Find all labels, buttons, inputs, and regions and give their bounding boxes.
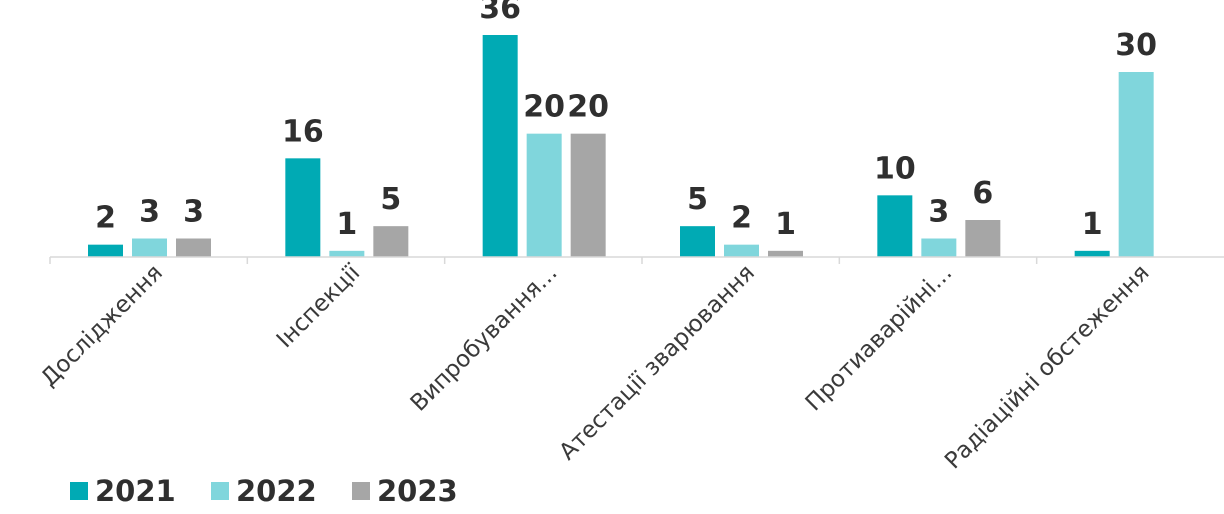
bar [132, 238, 167, 257]
legend-label: 2021 [95, 474, 176, 508]
x-tick-label: Інспекції [272, 259, 366, 353]
legend-label: 2022 [236, 474, 317, 508]
data-label: 1 [336, 207, 357, 242]
x-tick-label: Атестації зварювання [554, 260, 759, 465]
bar [285, 158, 321, 257]
data-label: 10 [874, 151, 916, 186]
data-label: 6 [972, 176, 993, 211]
category-labels-layer: Дослідження Інспекції Випробування...Атест… [36, 259, 1155, 474]
data-label: 20 [523, 90, 565, 125]
bar [965, 220, 1001, 257]
data-label: 3 [928, 195, 949, 230]
bar [1074, 250, 1110, 257]
bar [482, 35, 518, 257]
data-label: 2 [731, 201, 752, 236]
data-label: 30 [1115, 28, 1157, 63]
data-label: 3 [183, 195, 204, 230]
x-tick-label: Дослідження [36, 260, 168, 392]
bar [877, 195, 913, 257]
bar [680, 226, 715, 257]
x-tick-label: Випробування... [406, 260, 563, 417]
legend: 2021 2022 2023 [70, 474, 458, 508]
legend-swatch [352, 482, 370, 500]
bar [921, 238, 957, 257]
legend-swatch [70, 482, 88, 500]
data-label: 20 [567, 90, 609, 125]
x-tick-label: Радіаційні обстеження [940, 260, 1154, 474]
bar [373, 226, 409, 257]
bar [526, 133, 562, 257]
bar [176, 238, 211, 257]
x-axis-ticks [49, 257, 1038, 264]
data-label: 1 [1082, 207, 1103, 242]
legend-label: 2023 [377, 474, 458, 508]
bar [768, 250, 803, 257]
bar [724, 244, 759, 257]
bars-layer [88, 35, 1154, 257]
data-label: 36 [479, 0, 521, 26]
legend-swatch [211, 482, 229, 500]
bar [88, 244, 123, 257]
data-label: 5 [380, 182, 401, 217]
bar [570, 133, 606, 257]
data-label: 2 [95, 201, 116, 236]
data-label: 3 [139, 195, 160, 230]
x-tick-label: Протиаварійні... [801, 260, 958, 417]
data-label: 5 [687, 182, 708, 217]
bar [329, 250, 365, 257]
data-label: 16 [282, 114, 324, 149]
data-label: 1 [775, 207, 796, 242]
bar [1118, 72, 1154, 257]
